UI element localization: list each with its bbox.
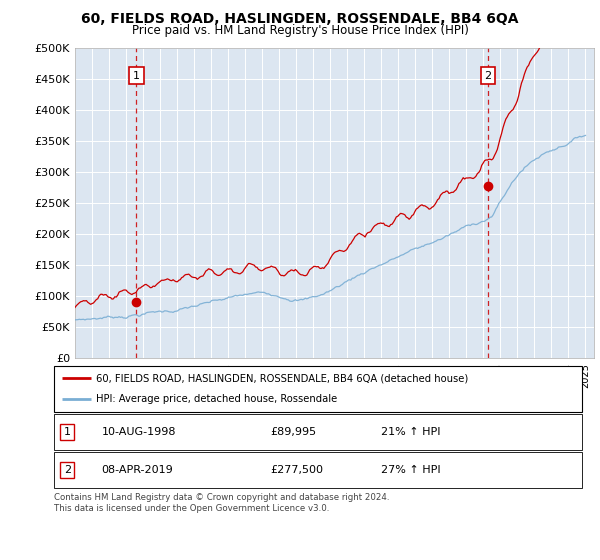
Text: Price paid vs. HM Land Registry's House Price Index (HPI): Price paid vs. HM Land Registry's House … [131, 24, 469, 36]
Text: 2: 2 [484, 71, 491, 81]
Text: Contains HM Land Registry data © Crown copyright and database right 2024.
This d: Contains HM Land Registry data © Crown c… [54, 493, 389, 513]
Text: 60, FIELDS ROAD, HASLINGDEN, ROSSENDALE, BB4 6QA (detached house): 60, FIELDS ROAD, HASLINGDEN, ROSSENDALE,… [96, 373, 469, 383]
Text: 21% ↑ HPI: 21% ↑ HPI [382, 427, 441, 437]
Text: 2: 2 [64, 465, 71, 475]
Text: 08-APR-2019: 08-APR-2019 [101, 465, 173, 475]
Text: 60, FIELDS ROAD, HASLINGDEN, ROSSENDALE, BB4 6QA: 60, FIELDS ROAD, HASLINGDEN, ROSSENDALE,… [81, 12, 519, 26]
Text: HPI: Average price, detached house, Rossendale: HPI: Average price, detached house, Ross… [96, 394, 337, 404]
Text: £277,500: £277,500 [271, 465, 323, 475]
Text: 27% ↑ HPI: 27% ↑ HPI [382, 465, 441, 475]
Text: £89,995: £89,995 [271, 427, 317, 437]
Text: 1: 1 [64, 427, 71, 437]
Text: 1: 1 [133, 71, 140, 81]
Text: 10-AUG-1998: 10-AUG-1998 [101, 427, 176, 437]
